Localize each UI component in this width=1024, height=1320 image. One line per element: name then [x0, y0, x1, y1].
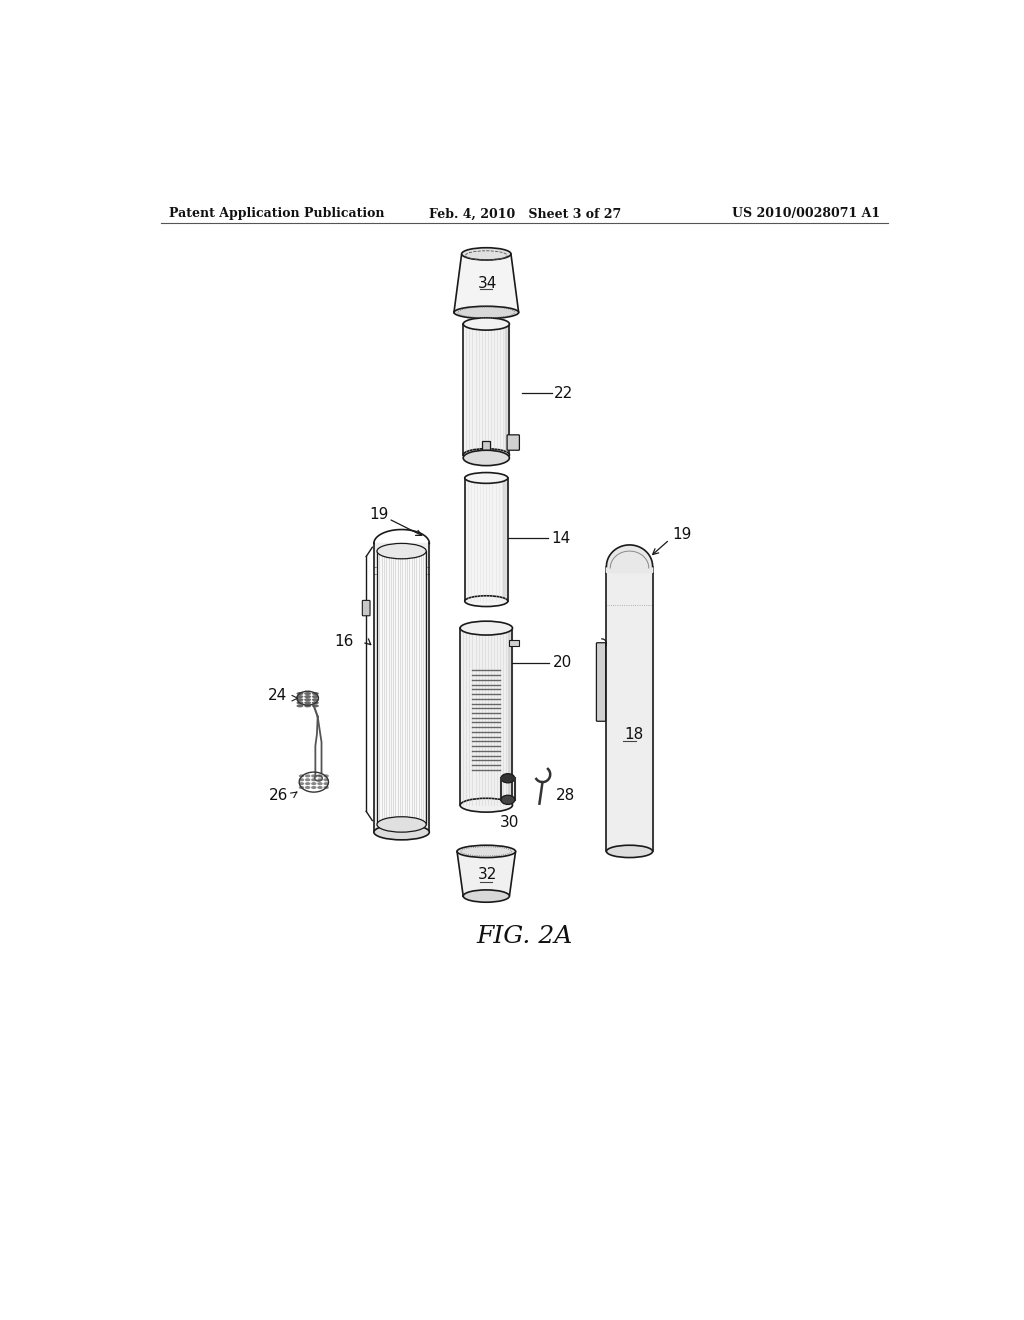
Ellipse shape	[304, 692, 311, 696]
Ellipse shape	[324, 779, 329, 781]
Ellipse shape	[312, 705, 318, 708]
Ellipse shape	[324, 775, 329, 777]
Ellipse shape	[462, 248, 511, 260]
Ellipse shape	[460, 622, 512, 635]
Polygon shape	[454, 253, 518, 313]
Text: 26: 26	[269, 788, 289, 804]
Ellipse shape	[304, 705, 311, 708]
Ellipse shape	[463, 318, 509, 330]
Text: 30: 30	[500, 816, 519, 830]
Ellipse shape	[297, 701, 303, 705]
Ellipse shape	[305, 775, 310, 777]
Ellipse shape	[312, 698, 318, 701]
Ellipse shape	[377, 817, 426, 832]
Ellipse shape	[317, 781, 323, 785]
Text: 16: 16	[335, 635, 354, 649]
Bar	[482, 441, 490, 458]
FancyBboxPatch shape	[596, 643, 605, 721]
Text: 34: 34	[478, 276, 498, 290]
Text: 14: 14	[551, 531, 570, 545]
Ellipse shape	[305, 779, 310, 781]
Ellipse shape	[317, 775, 323, 777]
Ellipse shape	[463, 890, 509, 903]
Ellipse shape	[465, 473, 508, 483]
Ellipse shape	[299, 779, 304, 781]
Ellipse shape	[312, 701, 318, 705]
Text: 20: 20	[553, 655, 571, 671]
Polygon shape	[606, 545, 652, 573]
Ellipse shape	[304, 698, 311, 701]
Ellipse shape	[312, 692, 318, 696]
Ellipse shape	[304, 701, 311, 705]
Ellipse shape	[324, 785, 329, 789]
Ellipse shape	[324, 781, 329, 785]
Ellipse shape	[311, 779, 316, 781]
Text: US 2010/0028071 A1: US 2010/0028071 A1	[732, 207, 881, 220]
Ellipse shape	[311, 775, 316, 777]
Text: Patent Application Publication: Patent Application Publication	[169, 207, 385, 220]
Ellipse shape	[460, 799, 512, 812]
Text: 24: 24	[267, 688, 287, 704]
Ellipse shape	[297, 692, 303, 696]
Ellipse shape	[299, 775, 304, 777]
Ellipse shape	[299, 785, 304, 789]
Text: 32: 32	[478, 867, 498, 882]
Ellipse shape	[304, 696, 311, 698]
Ellipse shape	[377, 544, 426, 558]
FancyBboxPatch shape	[362, 601, 370, 615]
Ellipse shape	[297, 698, 303, 701]
Ellipse shape	[501, 795, 515, 804]
Ellipse shape	[374, 825, 429, 840]
Ellipse shape	[501, 774, 515, 783]
Ellipse shape	[463, 450, 509, 466]
Text: 18: 18	[625, 727, 644, 742]
Text: Feb. 4, 2010   Sheet 3 of 27: Feb. 4, 2010 Sheet 3 of 27	[429, 207, 621, 220]
Text: 19: 19	[370, 507, 389, 521]
Ellipse shape	[305, 781, 310, 785]
Ellipse shape	[305, 785, 310, 789]
Polygon shape	[457, 851, 515, 896]
Ellipse shape	[312, 696, 318, 698]
Ellipse shape	[457, 845, 515, 858]
Bar	[509, 640, 518, 645]
FancyBboxPatch shape	[507, 434, 519, 450]
Ellipse shape	[311, 781, 316, 785]
FancyBboxPatch shape	[460, 628, 512, 805]
FancyBboxPatch shape	[465, 478, 508, 601]
Ellipse shape	[299, 781, 304, 785]
Text: FIG. 2A: FIG. 2A	[477, 924, 572, 948]
Ellipse shape	[606, 845, 652, 858]
Ellipse shape	[463, 449, 509, 461]
Ellipse shape	[297, 705, 303, 708]
Ellipse shape	[465, 595, 508, 607]
FancyBboxPatch shape	[463, 323, 509, 455]
Text: 22: 22	[554, 385, 573, 401]
Text: 19: 19	[672, 527, 691, 541]
Ellipse shape	[317, 785, 323, 789]
Ellipse shape	[317, 779, 323, 781]
Ellipse shape	[454, 306, 518, 318]
Ellipse shape	[297, 696, 303, 698]
Text: 28: 28	[556, 788, 575, 804]
Ellipse shape	[311, 785, 316, 789]
